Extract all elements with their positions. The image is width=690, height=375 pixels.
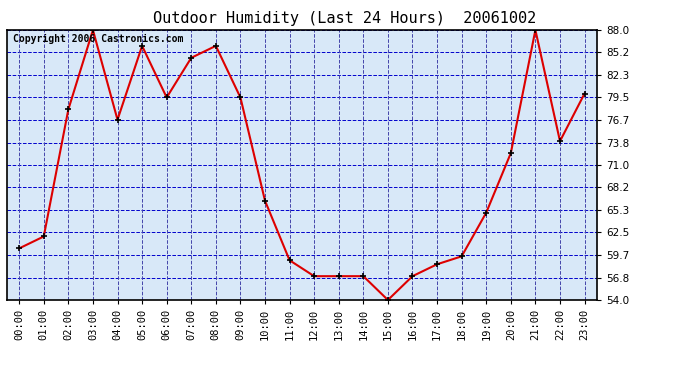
Text: Copyright 2006 Castronics.com: Copyright 2006 Castronics.com [13,34,183,44]
Text: Outdoor Humidity (Last 24 Hours)  20061002: Outdoor Humidity (Last 24 Hours) 2006100… [153,11,537,26]
